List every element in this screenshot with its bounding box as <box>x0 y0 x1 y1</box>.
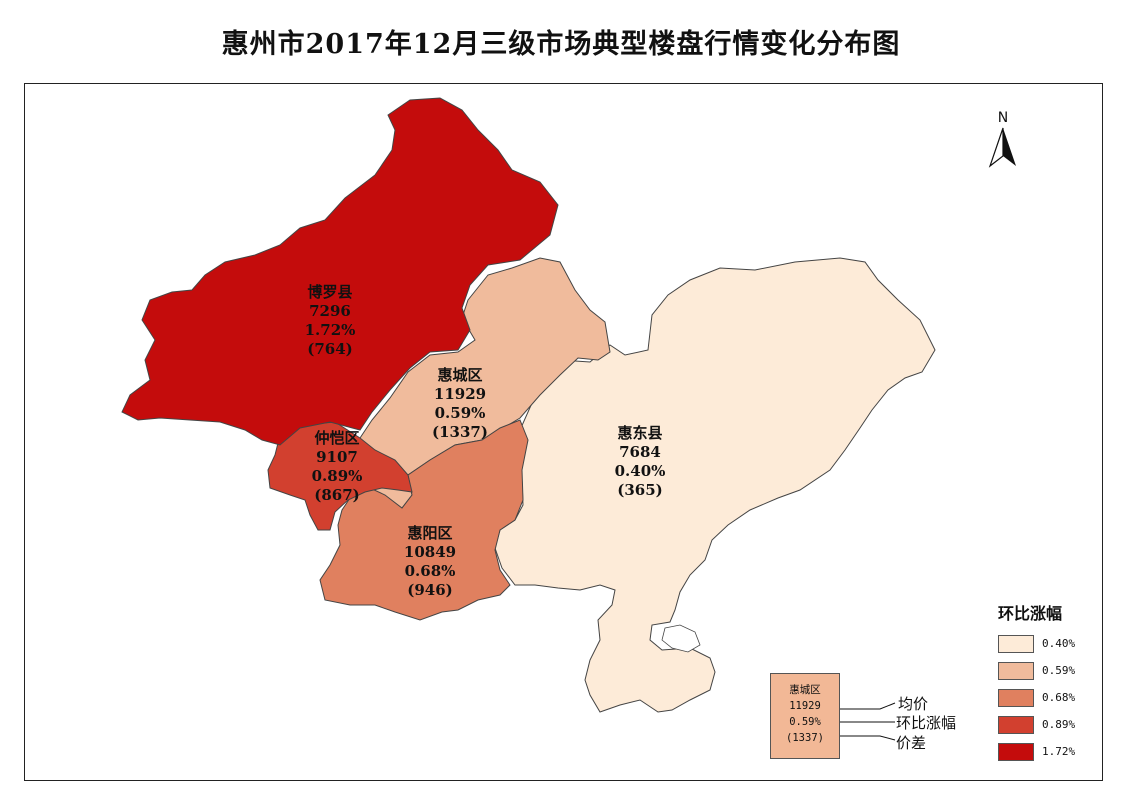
key-leader-lines <box>840 702 896 741</box>
region-label-huidong: 惠东县 7684 0.40% (365) <box>615 424 666 499</box>
region-diff: (764) <box>307 340 353 358</box>
key-change: 0.59% <box>789 716 821 728</box>
legend-title: 环比涨幅 <box>998 604 1063 623</box>
north-label: N <box>997 110 1009 126</box>
region-price: 10849 <box>404 543 456 561</box>
region-price: 7296 <box>309 302 351 320</box>
region-diff: (946) <box>407 581 453 599</box>
region-change: 0.40% <box>615 462 666 480</box>
key-price: 11929 <box>789 700 821 712</box>
region-name: 惠阳区 <box>407 524 452 542</box>
bay-outline <box>661 624 701 653</box>
key-note-diff: 价差 <box>896 734 927 752</box>
region-price: 7684 <box>619 443 661 461</box>
region-change: 1.72% <box>305 321 356 339</box>
region-name: 惠城区 <box>437 366 482 384</box>
legend-swatch <box>998 634 1034 653</box>
legend-item: 0.89% <box>998 711 1098 738</box>
region-label-huicheng: 惠城区 11929 0.59% (1337) <box>432 366 488 441</box>
legend: 环比涨幅 0.40% 0.59% 0.68% 0.89% 1.72% <box>998 600 1098 765</box>
region-price: 9107 <box>316 448 358 466</box>
north-arrow: N <box>988 110 1018 172</box>
map-frame <box>24 83 1103 781</box>
region-diff: (1337) <box>432 423 488 441</box>
legend-label: 0.89% <box>1042 718 1076 731</box>
region-change: 0.59% <box>435 404 486 422</box>
label-key-box: 惠城区 11929 0.59% (1337) <box>770 673 840 759</box>
legend-label: 1.72% <box>1042 745 1076 758</box>
legend-item: 0.68% <box>998 684 1098 711</box>
region-boluo[interactable] <box>121 97 559 446</box>
region-price: 11929 <box>434 385 486 403</box>
region-change: 0.89% <box>312 467 363 485</box>
region-label-boluo: 博罗县 7296 1.72% (764) <box>305 283 356 358</box>
legend-swatch <box>998 661 1034 680</box>
region-diff: (365) <box>617 481 663 499</box>
north-arrow-icon <box>988 127 1016 168</box>
legend-swatch <box>998 688 1034 707</box>
legend-item: 0.40% <box>998 630 1098 657</box>
region-zhongkai[interactable] <box>267 421 413 531</box>
key-note-price: 均价 <box>898 695 929 713</box>
region-label-zhongkai: 仲恺区 9107 0.89% (867) <box>312 429 363 504</box>
region-name: 博罗县 <box>307 283 352 301</box>
legend-swatch <box>998 715 1034 734</box>
region-huidong[interactable] <box>494 257 936 713</box>
region-change: 0.68% <box>405 562 456 580</box>
legend-label: 0.40% <box>1042 637 1076 650</box>
legend-item: 1.72% <box>998 738 1098 765</box>
legend-label: 0.68% <box>1042 691 1076 704</box>
region-label-huiyang: 惠阳区 10849 0.68% (946) <box>404 524 456 599</box>
page-title: 惠州市2017年12月三级市场典型楼盘行情变化分布图 <box>221 29 901 60</box>
legend-swatch <box>998 742 1034 761</box>
region-name: 惠东县 <box>617 424 662 442</box>
key-note-change: 环比涨幅 <box>896 714 957 732</box>
key-diff: (1337) <box>786 732 824 744</box>
region-name: 仲恺区 <box>314 429 359 447</box>
legend-label: 0.59% <box>1042 664 1076 677</box>
legend-item: 0.59% <box>998 657 1098 684</box>
key-name: 惠城区 <box>789 684 821 696</box>
region-diff: (867) <box>314 486 360 504</box>
